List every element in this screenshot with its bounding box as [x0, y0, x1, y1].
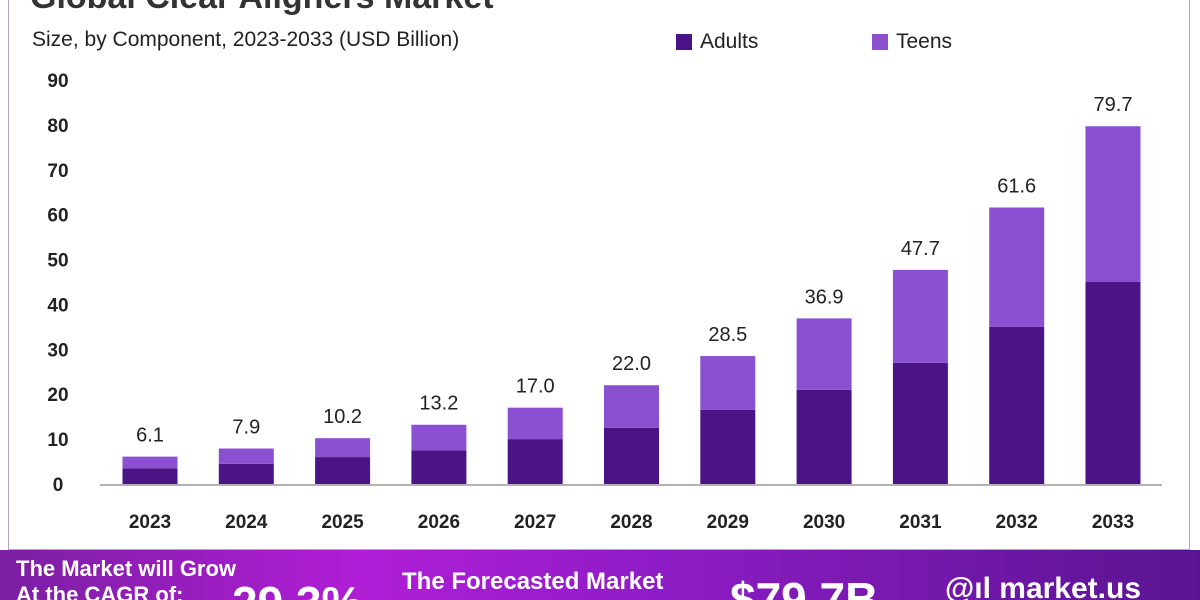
- y-tick-label: 0: [53, 475, 64, 496]
- y-tick-label: 80: [47, 116, 68, 137]
- cagr-value: 29.3%: [232, 576, 362, 600]
- x-tick-label: 2026: [418, 512, 460, 533]
- data-label: 13.2: [419, 393, 458, 415]
- summary-banner: The Market will Grow At the CAGR of: 29.…: [0, 550, 1200, 600]
- data-label: 17.0: [516, 376, 555, 398]
- x-tick-label: 2031: [899, 512, 942, 533]
- data-label: 79.7: [1094, 94, 1133, 116]
- bar-teens-2026: [411, 424, 467, 451]
- brand-logo: @ıl market.us: [945, 572, 1141, 600]
- data-label: 28.5: [708, 324, 747, 346]
- legend-swatch-adults: [676, 34, 692, 50]
- x-tick-label: 2028: [610, 512, 652, 533]
- bar-chart: 01020304050607080906.120237.9202410.2202…: [47, 71, 1162, 533]
- grow-line1: The Market will Grow: [16, 556, 237, 581]
- y-tick-label: 20: [47, 385, 68, 406]
- legend-swatch-teens: [872, 34, 888, 50]
- bar-teens-2032: [989, 207, 1045, 327]
- bar-adults-2028: [604, 427, 659, 484]
- data-label: 7.9: [232, 417, 260, 439]
- legend-adults: Adults: [676, 30, 758, 54]
- bar-teens-2023: [122, 456, 178, 469]
- bar-adults-2029: [700, 409, 756, 484]
- legend-label: Teens: [896, 30, 953, 53]
- bar-teens-2024: [218, 448, 274, 464]
- data-label: 36.9: [805, 286, 844, 308]
- bar-adults-2033: [1085, 282, 1141, 484]
- y-tick-label: 10: [47, 430, 68, 451]
- legend-label: Adults: [700, 30, 759, 53]
- bar-teens-2025: [315, 438, 371, 458]
- data-label: 6.1: [136, 425, 164, 447]
- forecast-line1: The Forecasted Market: [402, 568, 664, 595]
- x-tick-label: 2025: [321, 512, 364, 533]
- bar-adults-2027: [507, 439, 563, 484]
- bar-adults-2032: [989, 326, 1045, 484]
- y-tick-label: 70: [47, 161, 68, 182]
- bar-adults-2026: [411, 450, 467, 484]
- chart-frame: [8, 0, 1190, 550]
- x-tick-label: 2033: [1092, 512, 1134, 533]
- bar-teens-2031: [892, 269, 948, 363]
- y-tick-label: 60: [47, 206, 68, 227]
- bar-teens-2027: [507, 407, 563, 440]
- chart-subtitle: Size, by Component, 2023-2033 (USD Billi…: [32, 28, 460, 51]
- brand-name: market.us: [999, 572, 1142, 600]
- x-tick-label: 2032: [996, 512, 1038, 533]
- bar-adults-2031: [892, 362, 948, 484]
- bar-teens-2028: [604, 385, 659, 428]
- bar-teens-2030: [796, 318, 852, 390]
- data-label: 61.6: [997, 175, 1036, 197]
- x-tick-label: 2029: [707, 512, 749, 533]
- data-label: 10.2: [323, 406, 362, 428]
- bar-adults-2023: [122, 468, 178, 484]
- bar-teens-2029: [700, 356, 756, 410]
- grow-line2: At the CAGR of:: [16, 582, 184, 600]
- market-us-logo-icon: @ıl: [945, 572, 1000, 600]
- x-tick-label: 2023: [129, 512, 171, 533]
- bar-adults-2024: [218, 463, 274, 484]
- data-label: 22.0: [612, 353, 651, 375]
- x-tick-label: 2027: [514, 512, 556, 533]
- bar-adults-2030: [796, 389, 852, 484]
- y-tick-label: 50: [47, 251, 68, 272]
- data-label: 47.7: [901, 238, 940, 260]
- chart-title: Global Clear Aligners Market: [30, 0, 494, 17]
- x-tick-label: 2030: [803, 512, 845, 533]
- y-tick-label: 30: [47, 340, 68, 361]
- bar-adults-2025: [315, 457, 371, 484]
- forecast-value: $79.7B: [730, 573, 879, 600]
- x-tick-label: 2024: [225, 512, 268, 533]
- y-tick-label: 90: [47, 71, 68, 92]
- y-tick-label: 40: [47, 295, 68, 316]
- legend-teens: Teens: [872, 30, 952, 54]
- bar-teens-2033: [1085, 126, 1141, 282]
